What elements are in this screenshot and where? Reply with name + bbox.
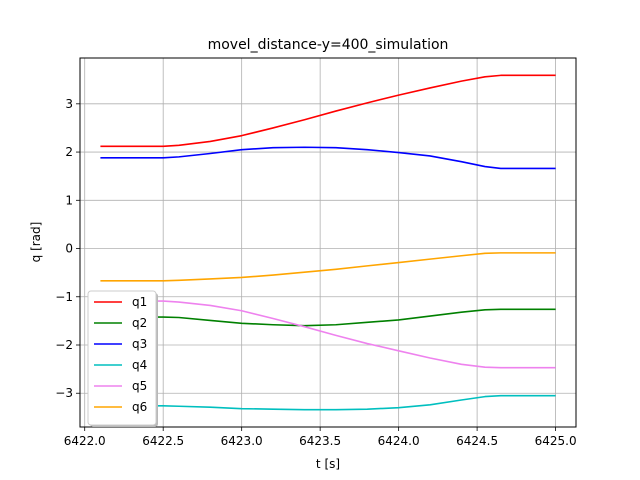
y-tick-label: 1 bbox=[65, 193, 73, 207]
y-tick-label: −1 bbox=[55, 290, 73, 304]
y-ticks: −3 −2 −1 0 1 2 3 bbox=[55, 97, 80, 400]
x-axis-label: t [s] bbox=[316, 457, 340, 471]
series-line-q5 bbox=[100, 300, 556, 369]
legend-label-q4: q4 bbox=[132, 358, 147, 372]
series-line-q1 bbox=[100, 74, 556, 148]
legend-box bbox=[87, 290, 157, 426]
x-tick-label: 6424.0 bbox=[378, 434, 420, 448]
x-ticks: 6422.0 6422.5 6423.0 6423.5 6424.0 6424.5 6425… bbox=[64, 427, 577, 448]
series-line-q3 bbox=[100, 146, 556, 170]
series-line-q6 bbox=[100, 252, 556, 282]
x-tick-label: 6424.5 bbox=[456, 434, 498, 448]
x-tick-label: 6423.5 bbox=[299, 434, 341, 448]
legend-label-q3: q3 bbox=[132, 337, 147, 351]
grid bbox=[80, 58, 576, 427]
x-tick-label: 6422.5 bbox=[142, 434, 184, 448]
series-line-q4 bbox=[100, 394, 556, 411]
series-lines bbox=[100, 74, 556, 411]
legend-label-q2: q2 bbox=[132, 316, 147, 330]
x-tick-label: 6422.0 bbox=[64, 434, 106, 448]
chart-title: movel_distance-y=400_simulation bbox=[208, 37, 449, 53]
y-tick-label: 0 bbox=[65, 242, 73, 256]
legend-label-q5: q5 bbox=[132, 379, 147, 393]
y-tick-label: −3 bbox=[55, 386, 73, 400]
x-tick-label: 6423.0 bbox=[221, 434, 263, 448]
y-tick-label: 3 bbox=[65, 97, 73, 111]
y-tick-label: 2 bbox=[65, 145, 73, 159]
legend-label-q6: q6 bbox=[132, 400, 147, 414]
legend: q1 q2 q3 q4 q5 q6 bbox=[87, 290, 158, 427]
series-line-q2 bbox=[100, 308, 556, 327]
y-axis-label: q [rad] bbox=[29, 222, 43, 263]
x-tick-label: 6425.0 bbox=[535, 434, 577, 448]
plot-frame bbox=[79, 57, 577, 428]
y-tick-label: −2 bbox=[55, 338, 73, 352]
legend-label-q1: q1 bbox=[132, 295, 147, 309]
